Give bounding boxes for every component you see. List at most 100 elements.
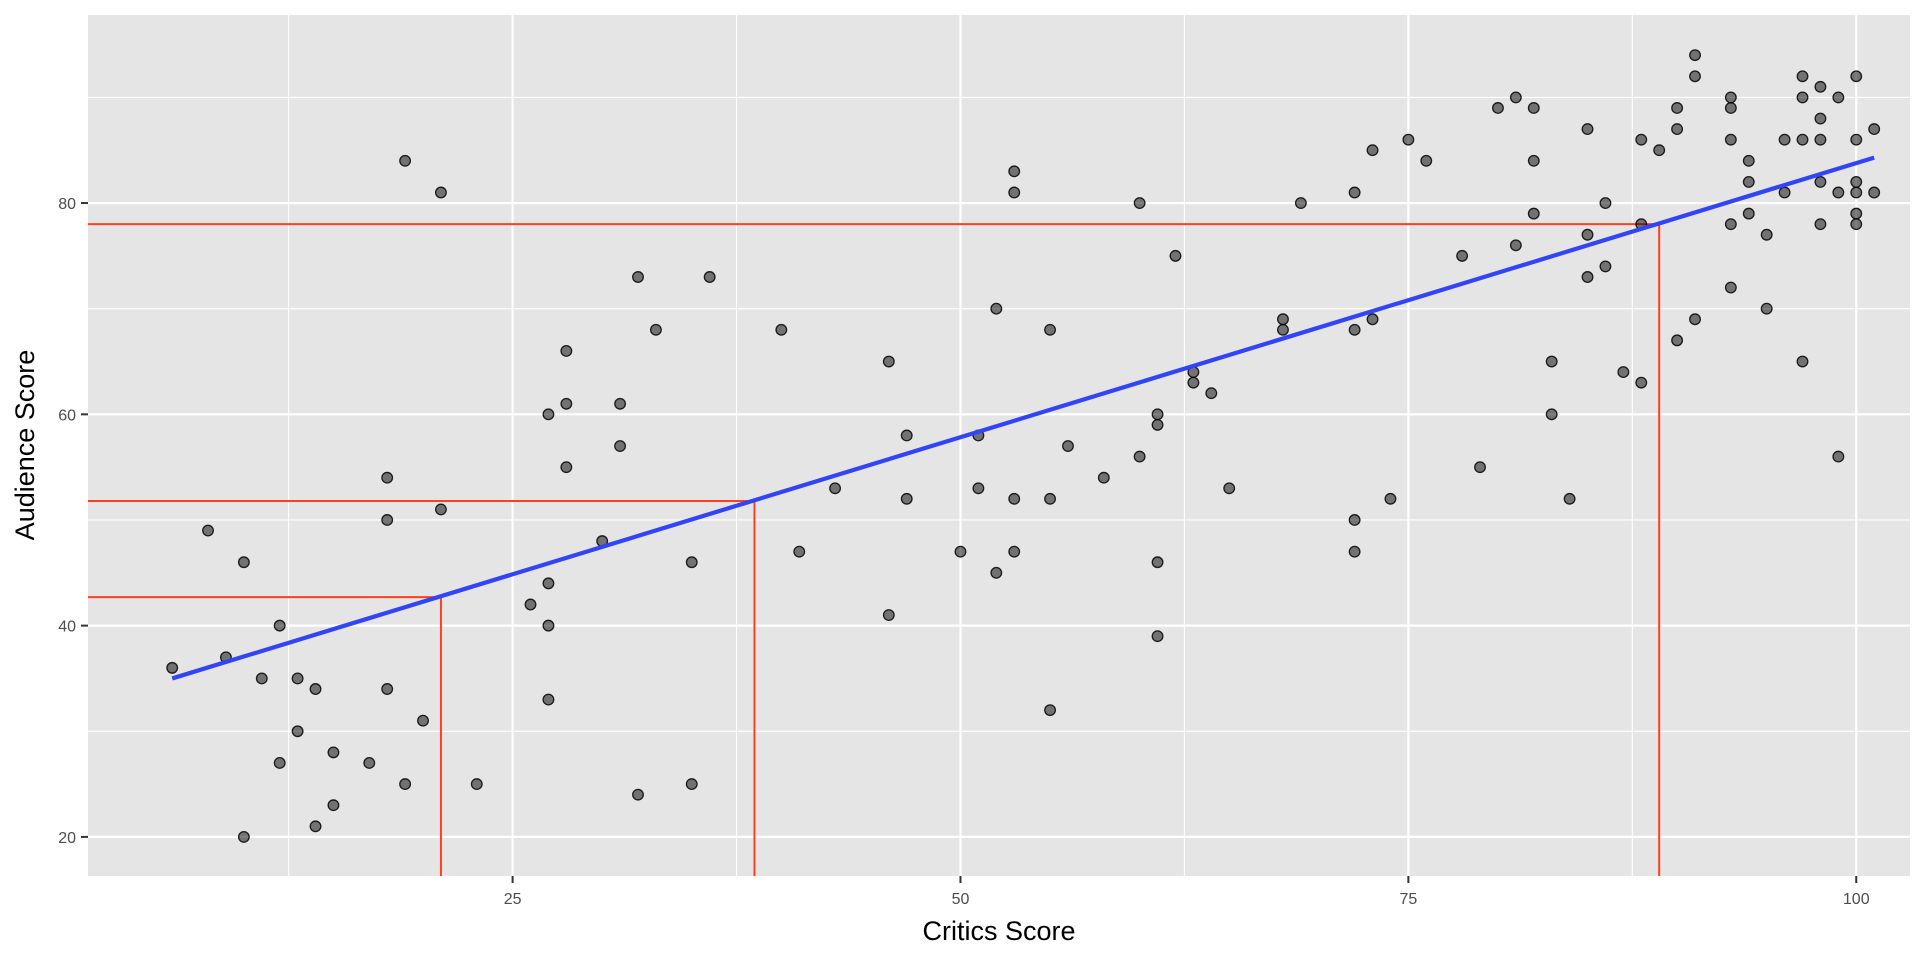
x-tick-label: 100 — [1843, 891, 1870, 908]
data-point — [1814, 133, 1827, 146]
data-points — [166, 49, 1881, 843]
data-point — [1724, 133, 1737, 146]
data-point — [434, 503, 447, 516]
data-point — [1832, 450, 1845, 463]
data-point — [1814, 80, 1827, 93]
data-point — [1814, 175, 1827, 188]
data-point — [1527, 154, 1540, 167]
data-point — [1850, 186, 1863, 199]
data-point — [1724, 281, 1737, 294]
data-point — [1151, 418, 1164, 431]
data-point — [417, 714, 429, 727]
data-point — [1044, 323, 1057, 336]
data-point — [381, 471, 394, 484]
data-point — [1223, 482, 1236, 495]
data-point — [1635, 133, 1648, 146]
data-point — [542, 408, 555, 421]
data-point — [954, 545, 967, 558]
x-axis: 25 50 75 100 — [504, 876, 1870, 908]
data-point — [1402, 133, 1415, 146]
data-point — [1527, 207, 1540, 220]
data-point — [1778, 186, 1791, 199]
data-point — [1509, 91, 1522, 104]
data-point — [560, 344, 573, 357]
panel-background — [88, 15, 1910, 876]
data-point — [685, 778, 698, 791]
data-point — [1832, 91, 1845, 104]
y-tick-label: 40 — [58, 619, 76, 636]
data-point — [1814, 218, 1827, 231]
data-point — [1420, 154, 1433, 167]
data-point — [1294, 197, 1307, 209]
y-axis-title: Audience Score — [10, 350, 40, 541]
data-point — [1760, 228, 1773, 241]
data-point — [291, 672, 304, 685]
data-point — [291, 725, 304, 738]
data-point — [399, 154, 412, 167]
data-point — [1796, 91, 1809, 104]
data-point — [1491, 102, 1504, 114]
x-tick-label: 50 — [952, 891, 970, 908]
data-point — [775, 323, 788, 336]
data-point — [1348, 545, 1361, 558]
x-tick-label: 25 — [504, 891, 522, 908]
data-point — [309, 683, 322, 695]
data-point — [1151, 408, 1164, 421]
data-point — [1509, 239, 1522, 252]
data-point — [1832, 186, 1845, 199]
data-point — [1169, 249, 1182, 262]
data-point — [1348, 514, 1361, 526]
data-point — [434, 186, 447, 199]
data-point — [703, 271, 716, 283]
data-point — [632, 271, 644, 283]
data-point — [1348, 323, 1361, 336]
data-point — [1850, 175, 1863, 188]
data-point — [1671, 123, 1684, 136]
data-point — [1456, 249, 1469, 262]
data-point — [1689, 49, 1701, 62]
data-point — [560, 397, 573, 410]
data-point — [1545, 408, 1558, 421]
data-point — [1617, 366, 1630, 379]
x-tick-label: 75 — [1399, 891, 1417, 908]
data-point — [1599, 197, 1612, 209]
y-tick-label: 20 — [58, 830, 76, 847]
data-point — [990, 566, 1003, 579]
data-point — [1133, 197, 1146, 209]
data-point — [1062, 440, 1074, 452]
data-point — [1850, 207, 1863, 220]
data-point — [1151, 630, 1164, 643]
data-point — [363, 757, 376, 769]
y-axis: 20 40 60 80 — [58, 196, 88, 847]
data-point — [793, 545, 806, 558]
data-point — [1008, 492, 1021, 505]
data-point — [614, 397, 627, 410]
data-point — [1044, 704, 1057, 717]
data-point — [1778, 133, 1791, 146]
data-point — [1742, 207, 1755, 220]
data-point — [1563, 492, 1576, 505]
data-point — [1151, 556, 1164, 569]
data-point — [1277, 313, 1289, 326]
data-point — [1277, 323, 1289, 336]
data-point — [1581, 228, 1594, 241]
data-point — [1760, 302, 1773, 315]
data-point — [829, 482, 842, 495]
data-point — [685, 556, 698, 569]
data-point — [1689, 70, 1701, 83]
data-point — [381, 683, 394, 695]
data-point — [1545, 355, 1558, 368]
data-point — [1008, 165, 1021, 178]
data-point — [1366, 144, 1379, 157]
data-point — [166, 661, 179, 674]
data-point — [542, 693, 555, 706]
data-point — [1384, 492, 1397, 505]
data-point — [1008, 186, 1021, 199]
data-point — [1850, 218, 1863, 231]
data-point — [1527, 102, 1540, 114]
data-point — [1187, 376, 1200, 389]
data-point — [1689, 313, 1701, 326]
data-point — [1133, 450, 1146, 463]
data-point — [900, 492, 913, 505]
